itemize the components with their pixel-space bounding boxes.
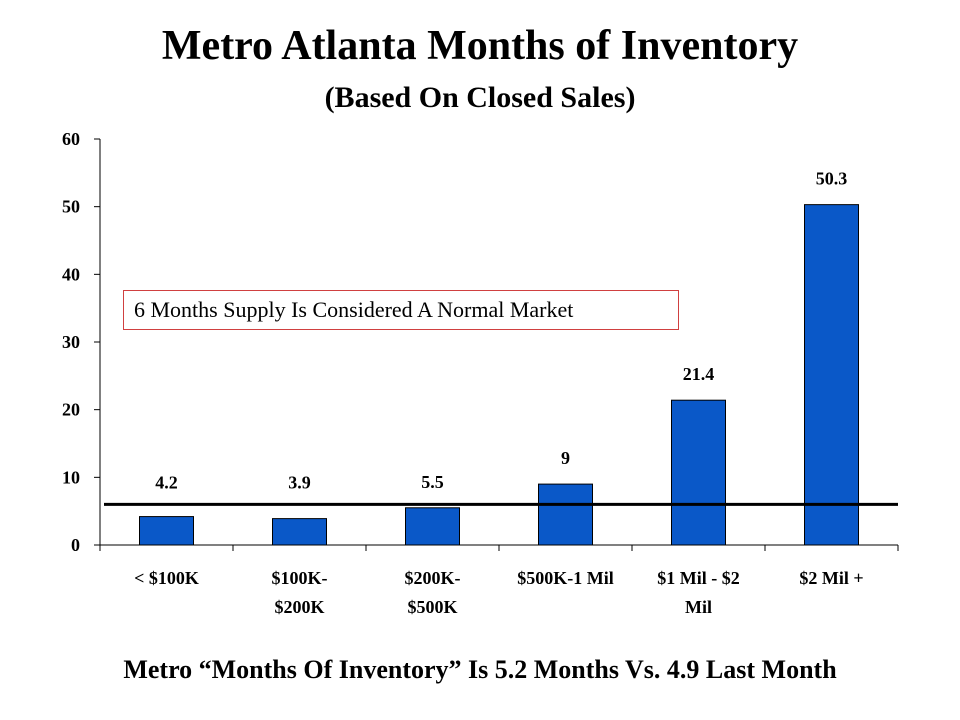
chart-subtitle: (Based On Closed Sales) bbox=[324, 81, 636, 114]
x-tick-label: $100K- bbox=[272, 568, 328, 588]
data-label: 50.3 bbox=[816, 169, 848, 189]
x-tick-label: $200K- bbox=[405, 568, 461, 588]
data-label: 5.5 bbox=[421, 472, 444, 492]
y-tick-label: 0 bbox=[71, 535, 80, 555]
y-tick-label: 60 bbox=[62, 129, 80, 149]
y-tick-label: 10 bbox=[62, 467, 80, 487]
x-tick-label: $200K bbox=[274, 597, 324, 617]
bar bbox=[272, 518, 327, 546]
bar bbox=[671, 399, 726, 546]
footer-note: Metro “Months Of Inventory” Is 5.2 Month… bbox=[123, 655, 837, 684]
bar bbox=[538, 483, 593, 546]
y-tick-label: 40 bbox=[62, 264, 80, 284]
bar bbox=[139, 516, 194, 546]
normal-market-callout: 6 Months Supply Is Considered A Normal M… bbox=[123, 290, 679, 330]
y-tick-label: 30 bbox=[62, 332, 80, 352]
y-tick-label: 20 bbox=[62, 400, 80, 420]
chart-title: Metro Atlanta Months of Inventory bbox=[161, 23, 799, 69]
x-tick-label: < $100K bbox=[134, 568, 199, 588]
x-tick-label: $2 Mil + bbox=[799, 568, 863, 588]
x-tick-label: $500K-1 Mil bbox=[517, 568, 614, 588]
y-tick-label: 50 bbox=[62, 197, 80, 217]
bar bbox=[804, 204, 859, 546]
x-tick-label: $500K bbox=[407, 597, 457, 617]
x-tick-label: $1 Mil - $2 bbox=[657, 568, 740, 588]
data-label: 4.2 bbox=[155, 472, 178, 492]
data-label: 3.9 bbox=[288, 472, 311, 492]
x-tick-label: Mil bbox=[685, 597, 712, 617]
data-label: 21.4 bbox=[683, 364, 715, 384]
bar bbox=[405, 507, 460, 546]
data-label: 9 bbox=[561, 448, 570, 468]
